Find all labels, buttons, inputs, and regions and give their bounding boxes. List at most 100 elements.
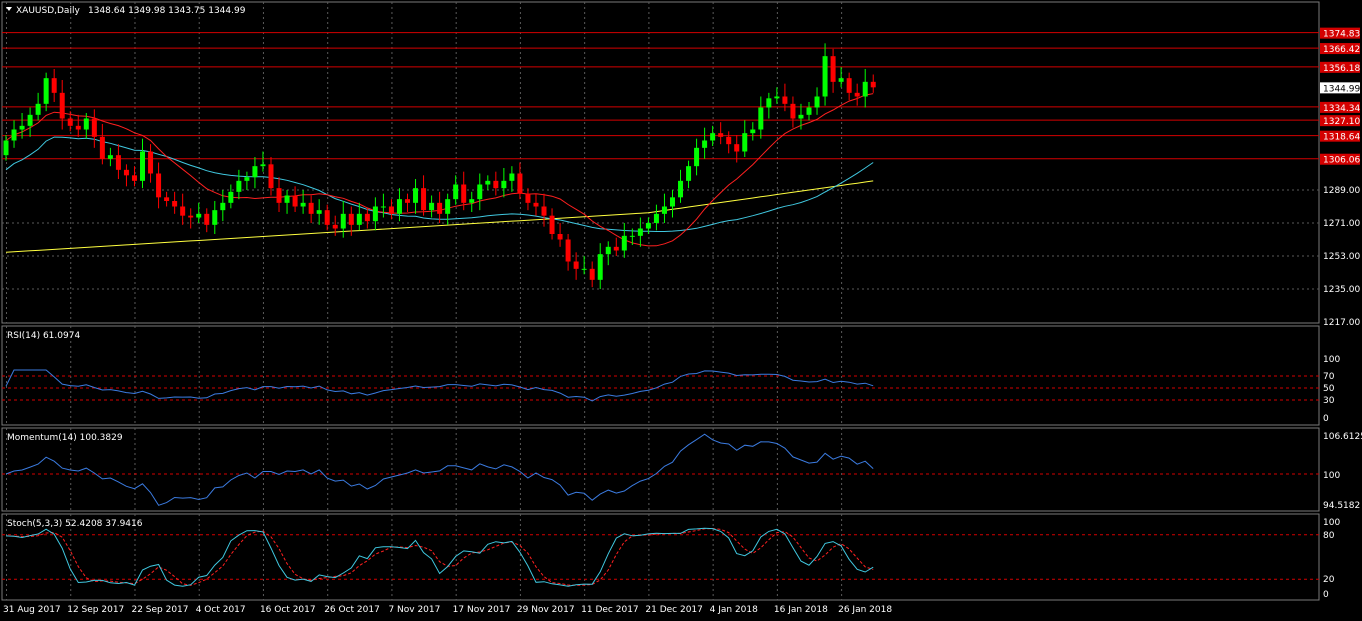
candle-body bbox=[782, 96, 788, 104]
candle bbox=[445, 193, 451, 225]
candle-body bbox=[525, 193, 531, 203]
candle-body bbox=[196, 213, 202, 218]
date-tick-label: 21 Dec 2017 bbox=[645, 605, 703, 615]
current-price-label: 1344.99 bbox=[1323, 84, 1360, 94]
candle-body bbox=[597, 254, 603, 280]
date-tick-label: 17 Nov 2017 bbox=[453, 605, 511, 615]
candle-body bbox=[653, 213, 659, 223]
dropdown-triangle-icon[interactable] bbox=[6, 7, 12, 11]
date-tick-label: 26 Jan 2018 bbox=[838, 605, 892, 615]
candle-body bbox=[589, 268, 595, 280]
candle bbox=[742, 120, 748, 157]
candle-body bbox=[485, 180, 491, 185]
candle bbox=[822, 43, 828, 106]
candle-body bbox=[380, 206, 386, 208]
candle bbox=[774, 87, 780, 104]
candle-body bbox=[517, 173, 523, 194]
price-tick-label: 1217.00 bbox=[1323, 318, 1360, 328]
candle bbox=[710, 125, 716, 146]
candle-body bbox=[501, 180, 507, 189]
candle-body bbox=[702, 140, 708, 148]
candle-body bbox=[3, 140, 9, 156]
level-label: 1374.83 bbox=[1323, 30, 1360, 40]
candle bbox=[525, 188, 531, 211]
candle-body bbox=[260, 164, 266, 167]
candle bbox=[388, 199, 394, 220]
candle-body bbox=[862, 81, 868, 97]
candle-body bbox=[67, 118, 73, 126]
candle bbox=[324, 204, 330, 231]
stoch-axis-label: 20 bbox=[1323, 575, 1335, 585]
main-title[interactable]: XAUUSD,Daily 1348.64 1349.98 1343.75 134… bbox=[6, 6, 246, 16]
candle bbox=[244, 171, 250, 190]
candle-body bbox=[453, 184, 459, 200]
candle-body bbox=[830, 56, 836, 82]
candle bbox=[557, 223, 563, 247]
candle bbox=[661, 193, 667, 223]
candle-body bbox=[413, 188, 419, 203]
candle-body bbox=[91, 118, 97, 137]
candle bbox=[228, 184, 234, 209]
candle-body bbox=[348, 213, 354, 225]
rsi-axis-label: 70 bbox=[1323, 372, 1335, 382]
candle-body bbox=[493, 180, 499, 189]
candle bbox=[686, 160, 692, 189]
stoch-main-line bbox=[5, 527, 874, 587]
candle-body bbox=[405, 199, 410, 203]
date-tick-label: 26 Oct 2017 bbox=[324, 605, 380, 615]
candle bbox=[549, 208, 555, 240]
stoch-signal-line bbox=[5, 527, 874, 586]
candle-body bbox=[549, 215, 555, 234]
candle-body bbox=[131, 175, 137, 181]
level-label-box bbox=[1320, 43, 1360, 55]
candle-body bbox=[188, 215, 194, 218]
rsi-line bbox=[5, 369, 874, 402]
candle bbox=[734, 135, 740, 163]
candle bbox=[252, 157, 258, 189]
candle bbox=[380, 193, 386, 218]
grid bbox=[2, 2, 1319, 600]
candle bbox=[798, 103, 804, 130]
candle bbox=[340, 201, 346, 238]
candle-body bbox=[661, 206, 667, 214]
candle-body bbox=[726, 136, 732, 145]
candle bbox=[107, 147, 113, 167]
stoch-panel-frame bbox=[1, 513, 1320, 601]
candle bbox=[35, 92, 41, 121]
candle bbox=[758, 96, 764, 139]
rsi-axis-label: 30 bbox=[1323, 396, 1335, 406]
candle bbox=[597, 243, 603, 289]
candle bbox=[348, 206, 354, 236]
candle-body bbox=[750, 129, 756, 134]
candle-body bbox=[268, 164, 274, 189]
candle bbox=[766, 92, 772, 119]
candle-body bbox=[236, 180, 242, 192]
candle bbox=[413, 179, 419, 214]
momentum-title: Momentum(14) 100.3829 bbox=[7, 433, 123, 443]
candle-body bbox=[774, 96, 780, 99]
candle-body bbox=[83, 118, 89, 130]
candle bbox=[718, 122, 724, 145]
candle-body bbox=[629, 235, 635, 237]
candle-body bbox=[790, 103, 796, 119]
candle bbox=[589, 261, 595, 288]
candle bbox=[140, 138, 146, 189]
candle bbox=[11, 120, 17, 148]
axes: 1289.00 1271.00 1253.00 1235.00 1217.00 1374.… bbox=[3, 27, 1362, 615]
price-tick-label: 1289.00 bbox=[1323, 186, 1360, 196]
candle bbox=[3, 135, 9, 161]
candle-body bbox=[276, 188, 282, 203]
candle bbox=[316, 199, 322, 225]
candle-body bbox=[99, 136, 105, 159]
candle-body bbox=[694, 147, 700, 167]
candle-body bbox=[212, 210, 218, 225]
candle-body bbox=[364, 213, 370, 222]
candle bbox=[862, 69, 868, 108]
date-tick-label: 4 Jan 2018 bbox=[710, 605, 758, 615]
candle-body bbox=[669, 197, 675, 207]
candle-body bbox=[332, 224, 338, 229]
candle-body bbox=[822, 56, 828, 97]
level-label-box bbox=[1320, 101, 1360, 113]
candle-body bbox=[613, 246, 619, 251]
candle-body bbox=[437, 202, 443, 214]
